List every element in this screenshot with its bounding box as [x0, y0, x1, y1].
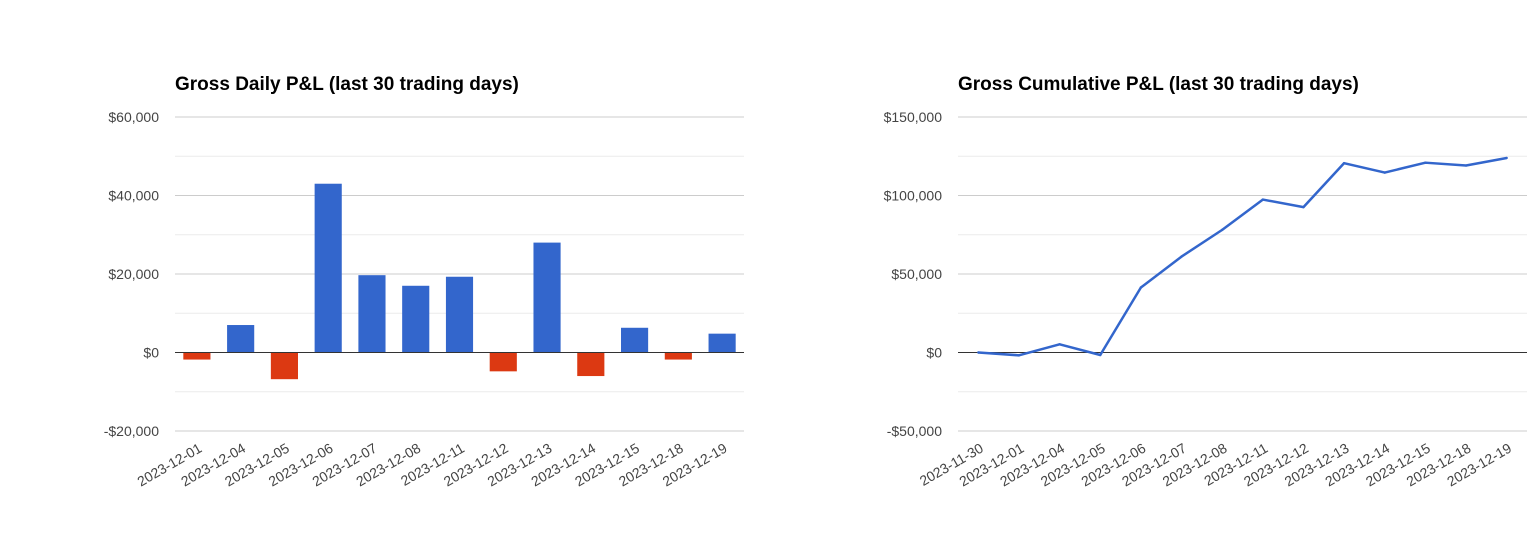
chart-title: Gross Cumulative P&L (last 30 trading da… — [958, 74, 1359, 95]
bar — [183, 352, 211, 360]
bar — [533, 242, 561, 353]
y-tick-label: $100,000 — [884, 188, 943, 204]
daily-pnl-svg: Gross Daily P&L (last 30 trading days) $… — [104, 74, 744, 489]
y-tick-label: $150,000 — [884, 109, 943, 125]
bar — [270, 352, 298, 380]
y-tick-label: $50,000 — [891, 266, 942, 282]
y-tick-label: $60,000 — [108, 109, 159, 125]
bar — [402, 285, 430, 353]
data-point — [1464, 164, 1468, 167]
bar — [314, 183, 342, 353]
cumulative-pnl-line — [978, 156, 1507, 357]
daily-pnl-chart: Gross Daily P&L (last 30 trading days) $… — [0, 0, 765, 545]
y-tick-label: $40,000 — [108, 188, 159, 204]
bar — [227, 325, 255, 353]
data-point — [1220, 228, 1224, 232]
bar — [577, 352, 605, 377]
data-point — [1302, 205, 1305, 209]
chart-title: Gross Daily P&L (last 30 trading days) — [175, 74, 519, 95]
bar — [708, 333, 736, 353]
y-tick-label: $0 — [926, 345, 942, 361]
y-tick-label: $0 — [143, 345, 159, 361]
y-tick-label: -$20,000 — [104, 423, 159, 439]
data-point — [1017, 354, 1021, 357]
bar — [621, 327, 649, 353]
data-point — [1058, 343, 1061, 346]
data-point — [1099, 353, 1102, 357]
data-point — [1342, 161, 1346, 165]
data-point — [1261, 198, 1265, 201]
cumulative-pnl-svg: Gross Cumulative P&L (last 30 trading da… — [884, 74, 1527, 489]
y-tick-label: -$50,000 — [887, 423, 942, 439]
data-point — [1505, 156, 1508, 160]
data-point — [1180, 255, 1183, 258]
data-point — [1139, 286, 1143, 289]
bar — [358, 275, 386, 353]
bar — [489, 352, 517, 372]
data-point — [1424, 161, 1427, 164]
data-point — [977, 351, 980, 354]
data-point — [1383, 171, 1386, 174]
bar — [664, 352, 692, 360]
y-tick-label: $20,000 — [108, 266, 159, 282]
bar — [445, 276, 474, 353]
cumulative-pnl-chart: Gross Cumulative P&L (last 30 trading da… — [765, 0, 1531, 545]
